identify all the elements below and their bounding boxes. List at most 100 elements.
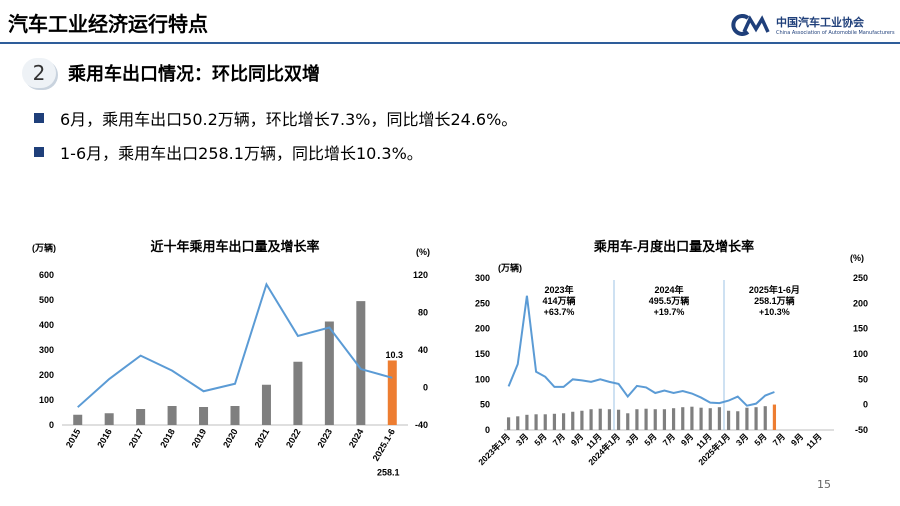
x-tick-label: 3月 [514,431,530,447]
data-label: 10.3 [386,350,404,360]
section-number: 2 [22,58,56,88]
x-tick-label: 2025.1-6 [371,427,397,463]
annotation-text: +10.3% [759,307,790,317]
y-tick-label: 300 [39,345,54,355]
bullet-square-icon [34,147,44,157]
x-tick-label: 2023 [315,427,334,449]
annotation-text: 495.5万辆 [649,295,690,306]
y2-tick-label: 50 [858,374,868,384]
bar [552,413,557,430]
logo: 中国汽车工业协会 China Association of Automobile… [728,14,895,36]
bar [635,409,639,430]
y2-tick-label: 0 [423,383,428,393]
bar [589,409,593,430]
x-tick-label: 2023年1月 [476,431,512,467]
growth-rate-line [77,281,393,408]
bar [230,406,240,425]
y-tick-label: 600 [39,270,54,280]
bar [607,409,612,430]
x-tick-label: 7月 [771,431,787,447]
y-tick-label: 200 [39,370,54,380]
bar [561,413,566,430]
x-tick-label: 5月 [752,431,768,447]
y-tick-label: 0 [49,420,54,430]
x-tick-label: 2015 [64,427,83,449]
x-tick-label: 2021 [253,427,272,449]
y-tick-label: 250 [475,298,490,308]
x-tick-label: 11月 [804,431,823,450]
bar [525,414,529,430]
annotation-text: 2023年 [544,284,573,295]
bar [199,407,209,425]
bar [671,408,676,430]
chart-title: 近十年乘用车出口量及增长率 [150,239,319,254]
bar [745,407,749,430]
x-tick-label: 5月 [642,431,658,447]
bullet-text: 1-6月，乘用车出口258.1万辆，同比增长10.3%。 [60,144,423,163]
bar [516,416,520,430]
bar [653,409,657,430]
y-tick-label: 0 [485,425,490,435]
bar [571,411,575,430]
x-tick-label: 5月 [532,431,548,447]
bar [726,410,731,430]
bar [104,413,114,425]
bar [167,406,177,425]
section-heading: 2 乘用车出口情况：环比同比双增 [22,58,320,88]
x-tick-label: 2020 [221,427,240,449]
bar [73,414,83,425]
x-tick-label: 3月 [624,431,640,447]
annotation-text: 414万辆 [542,295,575,306]
x-tick-label: 9月 [679,431,695,447]
x-tick-label: 3月 [734,431,750,447]
bar [662,409,667,430]
bullet-item: 1-6月，乘用车出口258.1万辆，同比增长10.3%。 [34,140,423,164]
x-tick-label: 2022 [284,427,303,449]
x-tick-label: 2017 [127,427,146,449]
y-tick-label: 50 [480,400,490,410]
y-tick-label: 100 [39,395,54,405]
y-tick-label: 200 [475,324,490,334]
page-title: 汽车工业经济运行特点 [8,12,208,36]
y-tick-label: 100 [475,374,490,384]
x-tick-label: 2024 [347,427,366,449]
bar [763,406,767,430]
y2-axis-label: (%) [416,247,430,257]
bar [736,411,740,430]
bar [626,413,630,430]
y-tick-label: 150 [475,349,490,359]
y2-tick-label: 250 [853,273,868,283]
monthly-export-chart: 乘用车-月度出口量及增长率 (万辆) (%) 0 50 100 150 200 250 300 -5… [475,239,868,467]
y-tick-label: 400 [39,320,54,330]
annotation-text: 2025年1-6月 [749,284,800,295]
header-divider [0,42,900,44]
bar [261,384,271,425]
bar [356,301,366,425]
bar [717,407,722,430]
y-tick-label: 500 [39,295,54,305]
y2-tick-label: 0 [863,400,868,410]
annual-export-chart: 近十年乘用车出口量及增长率 (万辆) (%) 0 100 200 300 400 500 600 -… [32,239,430,477]
x-tick-label: 9月 [789,431,805,447]
bar [534,414,538,430]
bar [644,408,648,430]
bar [616,409,621,430]
bullet-square-icon [34,113,44,123]
bar [136,409,146,425]
bar [506,417,511,430]
bar [754,407,758,430]
y2-tick-label: 150 [853,324,868,334]
x-tick-label: 7月 [661,431,677,447]
y2-tick-label: -50 [855,425,868,435]
bar [598,408,602,430]
bar [690,406,694,430]
x-tick-label: 2019 [190,427,209,449]
y-tick-label: 300 [475,273,490,283]
y2-tick-label: -40 [415,420,428,430]
page-number: 15 [817,478,831,491]
y-axis-label: (万辆) [32,242,56,253]
bullet-text: 6月，乘用车出口50.2万辆，环比增长7.3%，同比增长24.6%。 [60,110,518,129]
annotation-text: +19.7% [654,307,685,317]
logo-en-text: China Association of Automobile Manufact… [776,30,895,36]
x-tick-label: 7月 [551,431,567,447]
